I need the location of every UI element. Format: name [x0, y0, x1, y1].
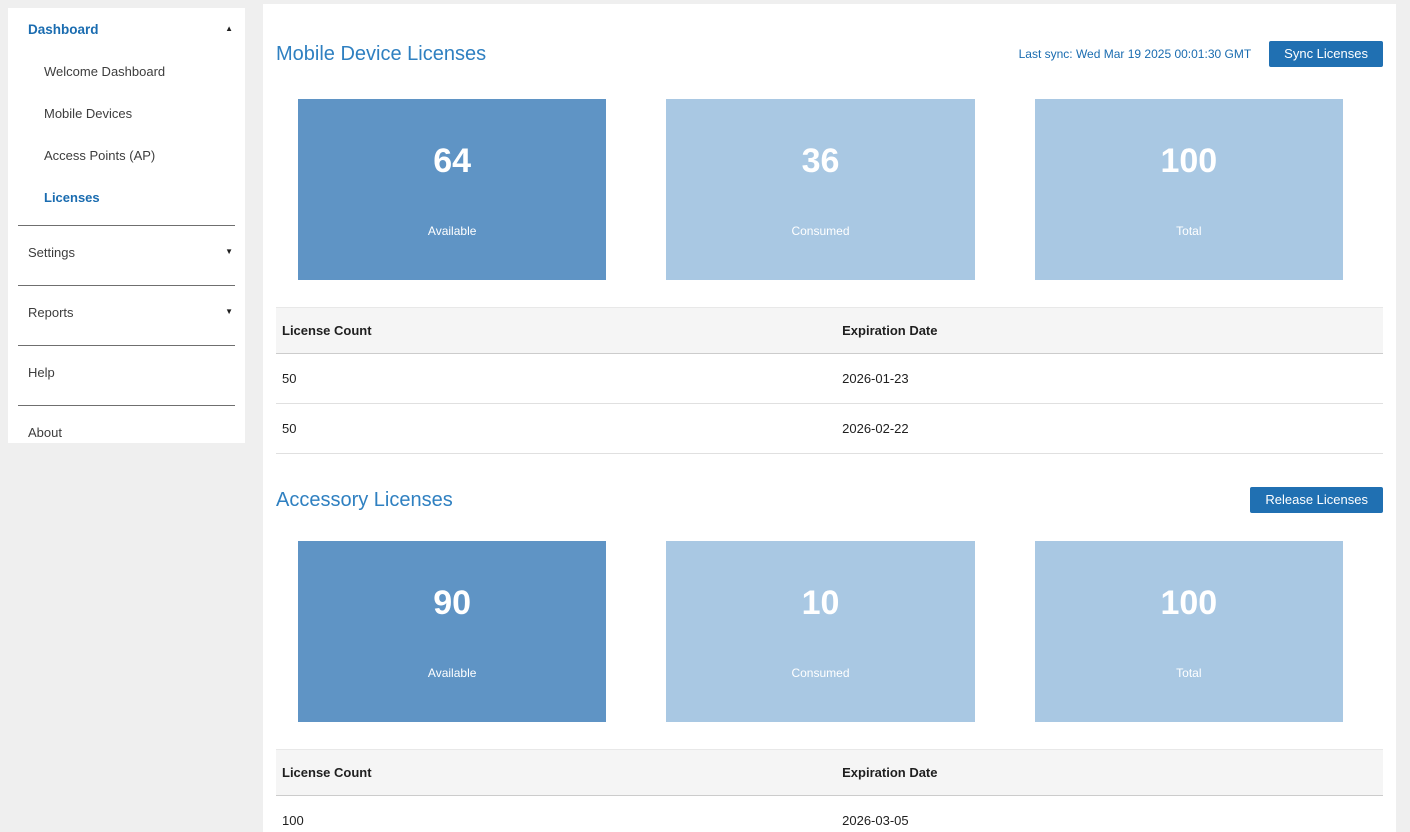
sidebar-item-mobile-devices[interactable]: Mobile Devices: [8, 92, 245, 134]
last-sync-text: Last sync: Wed Mar 19 2025 00:01:30 GMT: [1018, 47, 1252, 61]
caret-down-icon: ▼: [225, 247, 233, 256]
sidebar-divider: [18, 285, 235, 286]
expiration-date-cell: 2026-01-23: [836, 353, 1383, 404]
license-count-cell: 50: [276, 403, 837, 454]
sidebar-item-welcome-dashboard[interactable]: Welcome Dashboard: [8, 50, 245, 92]
sidebar-item-label: Settings: [28, 244, 75, 260]
column-header-expiration-date: Expiration Date: [836, 749, 1383, 796]
sidebar: Dashboard ▲ Welcome Dashboard Mobile Dev…: [8, 8, 245, 443]
consumed-card: 10 Consumed: [666, 541, 975, 722]
sidebar-item-label: About: [28, 424, 62, 440]
total-card: 100 Total: [1034, 99, 1343, 280]
sidebar-item-label: Reports: [28, 304, 74, 320]
sidebar-item-label: Dashboard: [28, 21, 99, 37]
available-label: Available: [427, 224, 477, 238]
available-card: 90 Available: [298, 541, 607, 722]
consumed-card: 36 Consumed: [666, 99, 975, 280]
consumed-label: Consumed: [791, 224, 850, 238]
sidebar-item-label: Mobile Devices: [44, 105, 133, 121]
table-header-row: License Count Expiration Date: [276, 749, 1383, 796]
sidebar-item-settings[interactable]: Settings ▼: [8, 226, 245, 278]
column-header-license-count: License Count: [276, 749, 837, 796]
accessory-licenses-header: Accessory Licenses Release Licenses: [276, 487, 1383, 513]
total-count: 100: [1160, 142, 1218, 180]
total-count: 100: [1160, 584, 1218, 622]
accessory-licenses-header-right: Release Licenses: [1250, 487, 1383, 513]
sidebar-item-dashboard[interactable]: Dashboard ▲: [8, 8, 245, 50]
total-label: Total: [1176, 224, 1202, 238]
consumed-count: 10: [801, 584, 840, 622]
sidebar-divider: [18, 345, 235, 346]
mobile-licenses-title: Mobile Device Licenses: [276, 43, 487, 65]
available-card: 64 Available: [298, 99, 607, 280]
table-row: 100 2026-03-05: [276, 795, 1383, 832]
sidebar-item-label: Licenses: [44, 189, 100, 205]
consumed-count: 36: [801, 142, 840, 180]
sidebar-item-label: Access Points (AP): [44, 147, 156, 163]
available-count: 64: [433, 142, 472, 180]
sync-licenses-button[interactable]: Sync Licenses: [1269, 41, 1383, 67]
sidebar-item-label: Welcome Dashboard: [44, 63, 166, 79]
release-licenses-button[interactable]: Release Licenses: [1250, 487, 1383, 513]
license-count-cell: 50: [276, 353, 837, 404]
accessory-licenses-table: License Count Expiration Date 100 2026-0…: [276, 749, 1383, 832]
table-header-row: License Count Expiration Date: [276, 307, 1383, 354]
table-row: 50 2026-02-22: [276, 403, 1383, 454]
caret-down-icon: ▼: [225, 307, 233, 316]
mobile-licenses-header: Mobile Device Licenses Last sync: Wed Ma…: [276, 41, 1383, 67]
column-header-license-count: License Count: [276, 307, 837, 354]
mobile-licenses-header-right: Last sync: Wed Mar 19 2025 00:01:30 GMT …: [1019, 41, 1383, 67]
table-row: 50 2026-01-23: [276, 353, 1383, 404]
license-count-cell: 100: [276, 795, 837, 832]
main-content: Mobile Device Licenses Last sync: Wed Ma…: [263, 4, 1396, 832]
mobile-licenses-table: License Count Expiration Date 50 2026-01…: [276, 307, 1383, 454]
caret-up-icon: ▲: [225, 24, 233, 33]
available-count: 90: [433, 584, 472, 622]
sidebar-item-about[interactable]: About: [8, 406, 245, 458]
sidebar-item-access-points[interactable]: Access Points (AP): [8, 134, 245, 176]
total-card: 100 Total: [1034, 541, 1343, 722]
total-label: Total: [1176, 666, 1202, 680]
available-label: Available: [427, 666, 477, 680]
accessory-licenses-cards: 90 Available 10 Consumed 100 Total: [276, 541, 1383, 722]
expiration-date-cell: 2026-03-05: [836, 795, 1383, 832]
consumed-label: Consumed: [791, 666, 850, 680]
expiration-date-cell: 2026-02-22: [836, 403, 1383, 454]
accessory-licenses-title: Accessory Licenses: [276, 489, 453, 511]
sidebar-item-licenses[interactable]: Licenses: [8, 176, 245, 218]
mobile-licenses-cards: 64 Available 36 Consumed 100 Total: [276, 99, 1383, 280]
column-header-expiration-date: Expiration Date: [836, 307, 1383, 354]
sidebar-item-help[interactable]: Help: [8, 346, 245, 398]
sidebar-item-reports[interactable]: Reports ▼: [8, 286, 245, 338]
sidebar-divider: [18, 225, 235, 226]
sidebar-divider: [18, 405, 235, 406]
sidebar-item-label: Help: [28, 364, 55, 380]
